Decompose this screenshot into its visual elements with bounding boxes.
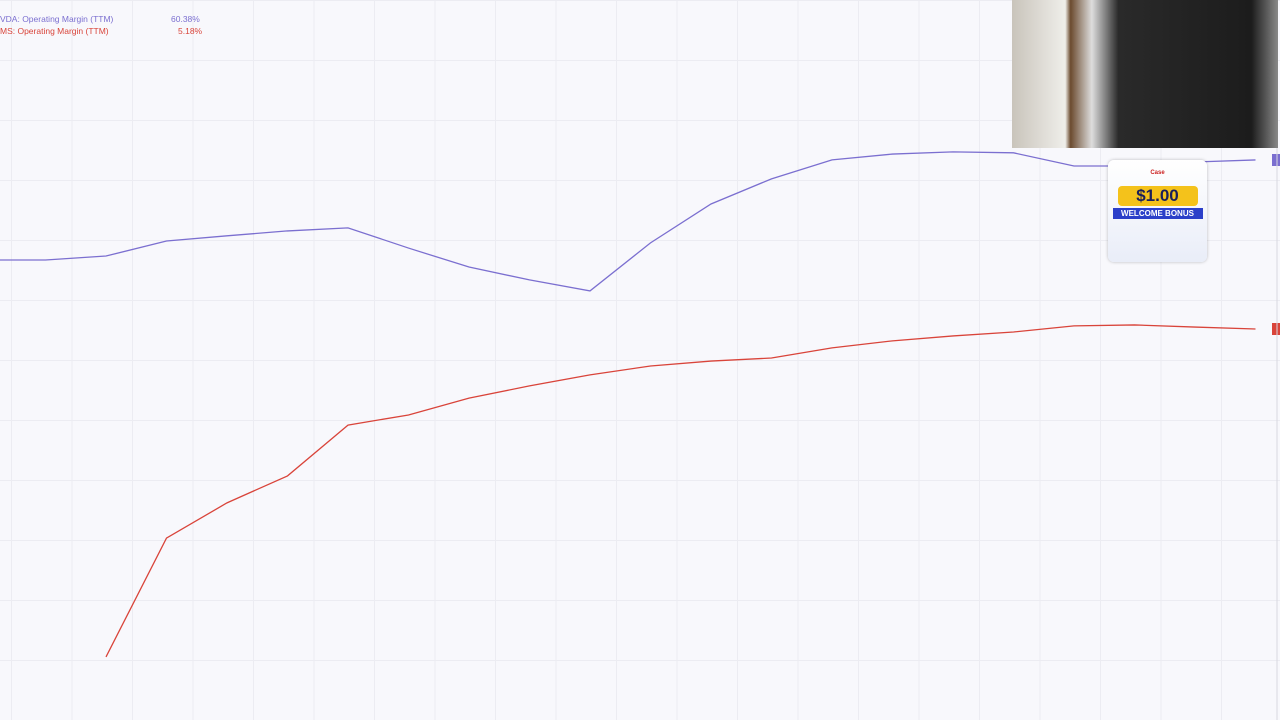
ad-amount: $1.00 bbox=[1117, 186, 1198, 206]
legend-value: 60.38% bbox=[171, 14, 200, 24]
price-tag bbox=[1272, 323, 1280, 335]
legend-name: MS: Operating Margin (TTM) bbox=[0, 26, 109, 36]
ad-text: WELCOME BONUS bbox=[1112, 208, 1203, 219]
webcam-overlay bbox=[1012, 0, 1278, 148]
legend-name: VDA: Operating Margin (TTM) bbox=[0, 14, 114, 24]
ad-brand: Case bbox=[1150, 170, 1165, 176]
series-line bbox=[0, 151, 1256, 292]
price-tag bbox=[1272, 154, 1280, 166]
legend-value: 5.18% bbox=[178, 26, 203, 36]
ad-banner[interactable]: Case $1.00 WELCOME BONUS bbox=[1108, 160, 1207, 262]
series-line bbox=[105, 324, 1256, 658]
